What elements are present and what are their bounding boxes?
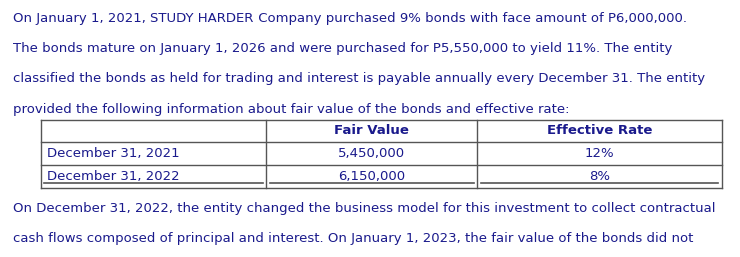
Text: STUDY HARDER: STUDY HARDER xyxy=(150,12,254,25)
Text: cash flows composed of principal and interest. On January 1, 2023, the fair valu: cash flows composed of principal and int… xyxy=(13,232,693,245)
Text: 6,150,000: 6,150,000 xyxy=(338,170,406,183)
Text: The bonds mature on January 1, 2026 and were purchased for P5,550,000 to yield 1: The bonds mature on January 1, 2026 and … xyxy=(13,42,673,55)
Text: December 31, 2022: December 31, 2022 xyxy=(47,170,179,183)
Text: On December 31, 2022, the entity changed the business model for this investment : On December 31, 2022, the entity changed… xyxy=(13,202,716,215)
Text: classified the bonds as held for trading and interest is payable annually every : classified the bonds as held for trading… xyxy=(13,72,705,85)
Text: 5,450,000: 5,450,000 xyxy=(338,147,406,160)
Text: On January 1, 2021,: On January 1, 2021, xyxy=(13,12,150,25)
Text: Effective Rate: Effective Rate xyxy=(547,124,652,137)
Text: Fair Value: Fair Value xyxy=(334,124,409,137)
Text: provided the following information about fair value of the bonds and effective r: provided the following information about… xyxy=(13,103,570,116)
Text: Company purchased 9% bonds with face amount of P6,000,000.: Company purchased 9% bonds with face amo… xyxy=(254,12,687,25)
Text: December 31, 2021: December 31, 2021 xyxy=(47,147,179,160)
Text: 8%: 8% xyxy=(589,170,610,183)
Text: 12%: 12% xyxy=(585,147,614,160)
